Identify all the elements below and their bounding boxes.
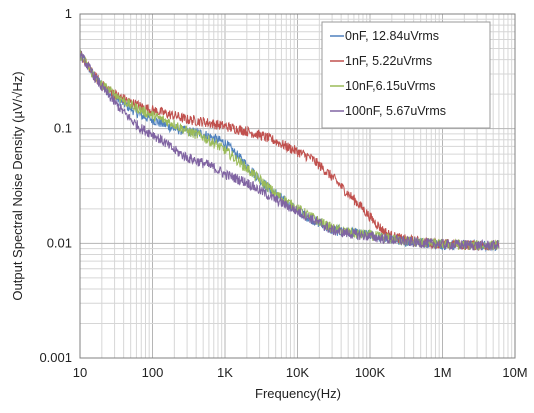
x-tick-label: 10 bbox=[73, 365, 87, 380]
series-line-2 bbox=[79, 49, 500, 251]
x-tick-label: 100K bbox=[355, 365, 386, 380]
x-axis-label: Frequency(Hz) bbox=[255, 386, 341, 401]
x-tick-label: 10M bbox=[502, 365, 527, 380]
x-tick-label: 10K bbox=[286, 365, 309, 380]
y-tick-label: 0.001 bbox=[39, 350, 72, 365]
legend-label: 0nF, 12.84uVrms bbox=[345, 29, 439, 43]
legend-label: 100nF, 5.67uVrms bbox=[345, 104, 446, 118]
legend: 0nF, 12.84uVrms 1nF, 5.22uVrms 10nF,6.15uV… bbox=[321, 21, 491, 129]
ticks-layer: 10 100 1K 10K 100K 1M 10M 1 0.1 0.01 0.001 bbox=[39, 6, 527, 380]
x-tick-label: 1M bbox=[433, 365, 451, 380]
y-tick-label: 0.01 bbox=[47, 235, 72, 250]
series-layer bbox=[79, 48, 500, 253]
frame-layer bbox=[79, 13, 516, 359]
y-tick-label: 1 bbox=[65, 6, 72, 21]
y-axis-label: Output Spectral Noise Density (µV/√Hz) bbox=[10, 71, 25, 300]
legend-label: 10nF,6.15uVrms bbox=[345, 79, 436, 93]
legend-box bbox=[321, 21, 491, 129]
y-tick-label: 0.1 bbox=[54, 121, 72, 136]
series-line-3 bbox=[79, 52, 500, 252]
legend-label: 1nF, 5.22uVrms bbox=[345, 54, 432, 68]
plot-frame bbox=[79, 13, 516, 359]
x-tick-label: 1K bbox=[217, 365, 233, 380]
grid-layer bbox=[79, 14, 515, 359]
x-tick-label: 100 bbox=[142, 365, 164, 380]
